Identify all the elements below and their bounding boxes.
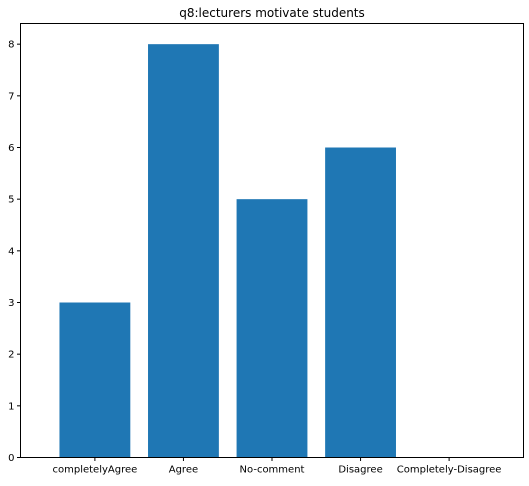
chart-title: q8:lecturers motivate students bbox=[179, 6, 365, 20]
y-axis: 0 1 2 3 4 5 6 7 8 bbox=[8, 40, 21, 464]
x-tick-label: No-comment bbox=[240, 465, 305, 476]
y-tick-label: 4 bbox=[8, 246, 14, 257]
bar-disagree bbox=[325, 147, 396, 458]
y-tick-label: 8 bbox=[8, 40, 14, 51]
y-tick-label: 3 bbox=[8, 298, 14, 309]
x-tick-label: Completely-Disagree bbox=[397, 465, 502, 476]
x-tick-label: Disagree bbox=[338, 465, 382, 476]
y-tick-label: 6 bbox=[8, 143, 14, 154]
y-tick-label: 1 bbox=[8, 401, 14, 412]
x-axis: completelyAgree Agree No-comment Disagree Co… bbox=[52, 457, 502, 476]
bar-agree bbox=[148, 44, 219, 458]
x-tick-label: Agree bbox=[169, 465, 198, 476]
bar-no-comment bbox=[236, 199, 308, 458]
y-tick-label: 0 bbox=[8, 453, 14, 464]
y-tick-label: 2 bbox=[8, 350, 14, 361]
x-tick-label: completelyAgree bbox=[52, 465, 137, 476]
bar-completelyagree bbox=[59, 302, 131, 458]
plot-frame bbox=[20, 23, 524, 458]
bars bbox=[59, 44, 396, 458]
y-tick-label: 7 bbox=[8, 91, 14, 102]
y-tick-label: 5 bbox=[8, 195, 14, 206]
